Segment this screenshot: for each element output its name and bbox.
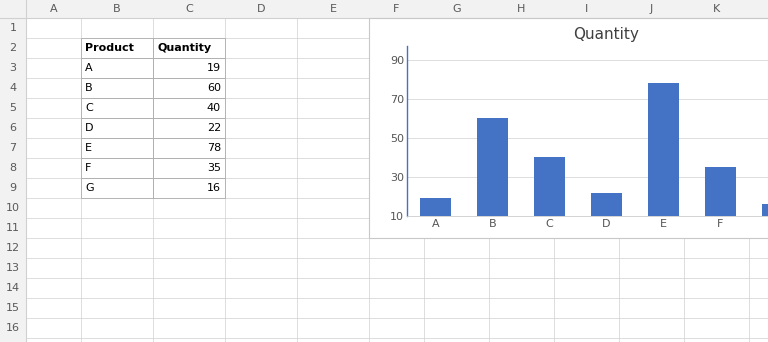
Text: G: G xyxy=(85,183,94,193)
Text: 14: 14 xyxy=(6,283,20,293)
Text: C: C xyxy=(85,103,93,113)
Text: 19: 19 xyxy=(207,63,221,73)
Text: B: B xyxy=(113,4,121,14)
Text: 7: 7 xyxy=(9,143,17,153)
Text: D: D xyxy=(85,123,94,133)
Bar xyxy=(81,158,153,178)
Bar xyxy=(705,167,737,236)
Text: 1: 1 xyxy=(9,23,16,33)
Text: F: F xyxy=(85,163,91,173)
Text: D: D xyxy=(257,4,265,14)
Bar xyxy=(153,138,225,158)
Text: 16: 16 xyxy=(207,183,221,193)
Bar xyxy=(762,204,768,236)
Text: B: B xyxy=(85,83,93,93)
Text: I: I xyxy=(585,4,588,14)
Text: 8: 8 xyxy=(9,163,17,173)
Bar xyxy=(0,0,26,342)
Text: 4: 4 xyxy=(9,83,17,93)
Bar xyxy=(153,78,225,98)
Bar xyxy=(81,138,153,158)
Text: H: H xyxy=(518,4,525,14)
Text: 35: 35 xyxy=(207,163,221,173)
Text: 6: 6 xyxy=(9,123,16,133)
Text: G: G xyxy=(452,4,461,14)
Bar xyxy=(153,98,225,118)
Text: 12: 12 xyxy=(6,243,20,253)
Bar xyxy=(81,38,153,58)
Text: 22: 22 xyxy=(207,123,221,133)
Text: 11: 11 xyxy=(6,223,20,233)
Bar xyxy=(648,83,679,236)
Bar xyxy=(477,118,508,236)
Bar xyxy=(591,193,622,236)
Text: 40: 40 xyxy=(207,103,221,113)
Bar xyxy=(81,58,153,78)
Text: E: E xyxy=(329,4,336,14)
Bar xyxy=(81,118,153,138)
Bar xyxy=(534,157,565,236)
Text: K: K xyxy=(713,4,720,14)
Text: 15: 15 xyxy=(6,303,20,313)
Text: 10: 10 xyxy=(6,203,20,213)
Bar xyxy=(153,158,225,178)
Text: C: C xyxy=(185,4,193,14)
Text: A: A xyxy=(85,63,93,73)
Text: 60: 60 xyxy=(207,83,221,93)
Text: 16: 16 xyxy=(6,323,20,333)
Bar xyxy=(369,18,768,238)
Text: Quantity: Quantity xyxy=(157,43,211,53)
Bar xyxy=(0,0,768,18)
Text: 5: 5 xyxy=(9,103,16,113)
Text: 13: 13 xyxy=(6,263,20,273)
Bar xyxy=(81,178,153,198)
Text: E: E xyxy=(85,143,92,153)
Text: F: F xyxy=(393,4,399,14)
Text: 9: 9 xyxy=(9,183,17,193)
Bar xyxy=(420,198,451,236)
Bar xyxy=(153,178,225,198)
Text: J: J xyxy=(650,4,653,14)
Text: Product: Product xyxy=(85,43,134,53)
Text: 78: 78 xyxy=(207,143,221,153)
Text: 2: 2 xyxy=(9,43,17,53)
Bar xyxy=(81,78,153,98)
Title: Quantity: Quantity xyxy=(574,27,640,42)
Bar xyxy=(153,118,225,138)
Bar xyxy=(153,58,225,78)
Bar xyxy=(153,38,225,58)
Text: A: A xyxy=(50,4,58,14)
Bar xyxy=(81,98,153,118)
Text: 3: 3 xyxy=(9,63,16,73)
